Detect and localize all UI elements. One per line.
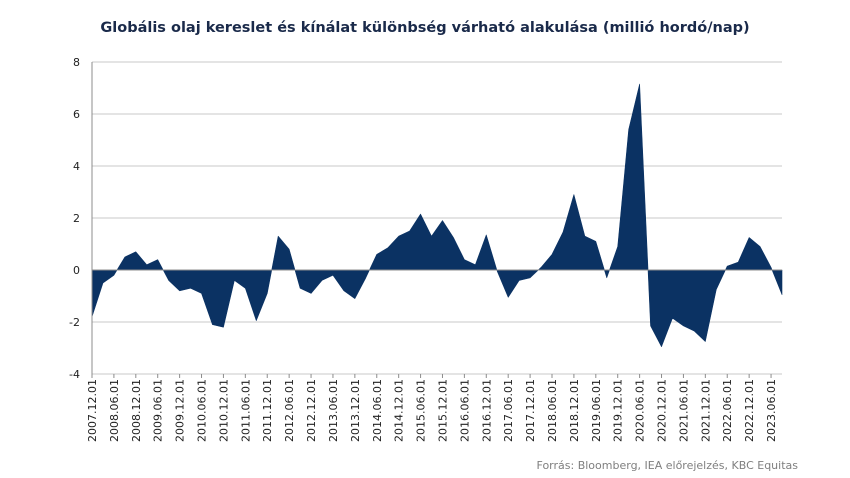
y-tick-label: 2 — [73, 212, 80, 225]
axes — [91, 62, 782, 378]
x-axis-ticks: 2007.12.01 2008.06.01 2008.12.01 2009.06.01… — [86, 379, 778, 442]
x-tick-label: 2021.06.01 — [677, 379, 690, 442]
y-tick-label: 0 — [73, 264, 80, 277]
x-tick-label: 2018.12.01 — [568, 379, 581, 442]
x-tick-label: 2012.12.01 — [305, 379, 318, 442]
x-tick-label: 2007.12.01 — [86, 379, 99, 442]
y-tick-label: -2 — [69, 316, 80, 329]
x-tick-label: 2016.12.01 — [480, 379, 493, 442]
x-tick-label: 2014.06.01 — [371, 379, 384, 442]
x-tick-label: 2009.12.01 — [174, 379, 187, 442]
x-tick-label: 2018.06.01 — [546, 379, 559, 442]
x-tick-label: 2019.12.01 — [612, 379, 625, 442]
chart-title: Globális olaj kereslet és kínálat különb… — [100, 20, 750, 36]
x-tick-label: 2021.12.01 — [699, 379, 712, 442]
source-note: Forrás: Bloomberg, IEA előrejelzés, KBC … — [536, 459, 798, 472]
x-tick-label: 2015.06.01 — [415, 379, 428, 442]
series-area — [91, 83, 783, 348]
x-tick-label: 2023.06.01 — [765, 379, 778, 442]
x-tick-label: 2008.12.01 — [130, 379, 143, 442]
x-tick-label: 2017.06.01 — [502, 379, 515, 442]
x-tick-label: 2016.06.01 — [458, 379, 471, 442]
x-tick-label: 2022.06.01 — [721, 379, 734, 442]
x-tick-label: 2009.06.01 — [152, 379, 165, 442]
y-tick-label: -4 — [69, 368, 80, 381]
x-tick-label: 2013.06.01 — [327, 379, 340, 442]
x-tick-label: 2017.12.01 — [524, 379, 537, 442]
y-axis-ticks: -4 -2 0 2 4 6 8 — [69, 56, 80, 381]
x-tick-label: 2022.12.01 — [743, 379, 756, 442]
x-tick-label: 2012.06.01 — [283, 379, 296, 442]
x-tick-label: 2015.12.01 — [436, 379, 449, 442]
x-tick-label: 2013.12.01 — [349, 379, 362, 442]
x-tick-label: 2011.12.01 — [261, 379, 274, 442]
y-tick-label: 4 — [73, 160, 80, 173]
gridlines — [92, 61, 782, 375]
series-area-fill — [91, 83, 783, 348]
x-tick-label: 2020.12.01 — [656, 379, 669, 442]
x-tick-label: 2014.12.01 — [393, 379, 406, 442]
x-tick-label: 2020.06.01 — [634, 379, 647, 442]
y-tick-label: 8 — [73, 56, 80, 69]
y-tick-label: 6 — [73, 108, 80, 121]
x-tick-label: 2019.06.01 — [590, 379, 603, 442]
x-tick-label: 2010.12.01 — [217, 379, 230, 442]
x-tick-label: 2011.06.01 — [239, 379, 252, 442]
x-tick-label: 2008.06.01 — [108, 379, 121, 442]
x-tick-label: 2010.06.01 — [196, 379, 209, 442]
